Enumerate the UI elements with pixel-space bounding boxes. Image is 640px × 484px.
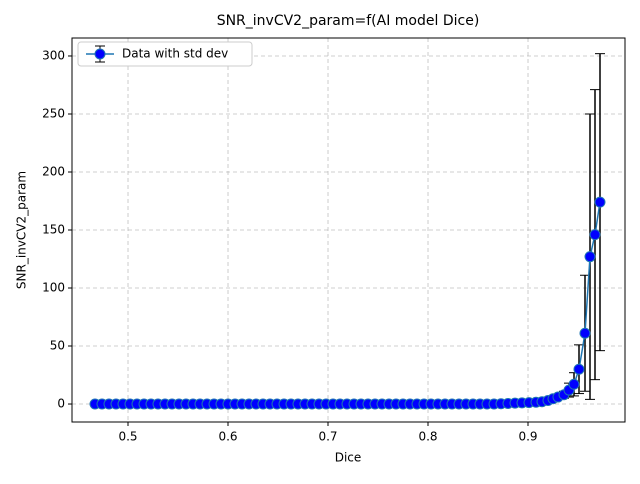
chart-title: SNR_invCV2_param=f(AI model Dice) (217, 13, 480, 29)
x-axis-label: Dice (335, 451, 362, 465)
y-tick-label: 300 (42, 48, 65, 62)
legend-box (77, 41, 253, 67)
x-tick-label: 0.8 (418, 430, 437, 444)
y-tick-label: 200 (42, 164, 65, 178)
data-point (589, 229, 601, 241)
y-tick-label: 250 (42, 106, 65, 120)
legend-label: Data with std dev (122, 47, 228, 61)
plot-frame (71, 37, 626, 423)
x-tick-label: 0.6 (218, 430, 237, 444)
data-point (568, 378, 580, 390)
y-tick-label: 0 (57, 397, 65, 411)
y-tick-label: 150 (42, 223, 65, 237)
y-tick-label: 100 (42, 281, 65, 295)
y-tick-label: 50 (50, 339, 65, 353)
x-tick-label: 0.9 (518, 430, 537, 444)
data-point (573, 363, 585, 375)
x-tick-label: 0.5 (118, 430, 137, 444)
legend-marker (94, 48, 106, 60)
data-point (594, 196, 606, 208)
y-axis-label: SNR_invCV2_param (15, 171, 29, 289)
x-tick-label: 0.7 (318, 430, 337, 444)
data-point (579, 327, 591, 339)
data-point (584, 251, 596, 263)
